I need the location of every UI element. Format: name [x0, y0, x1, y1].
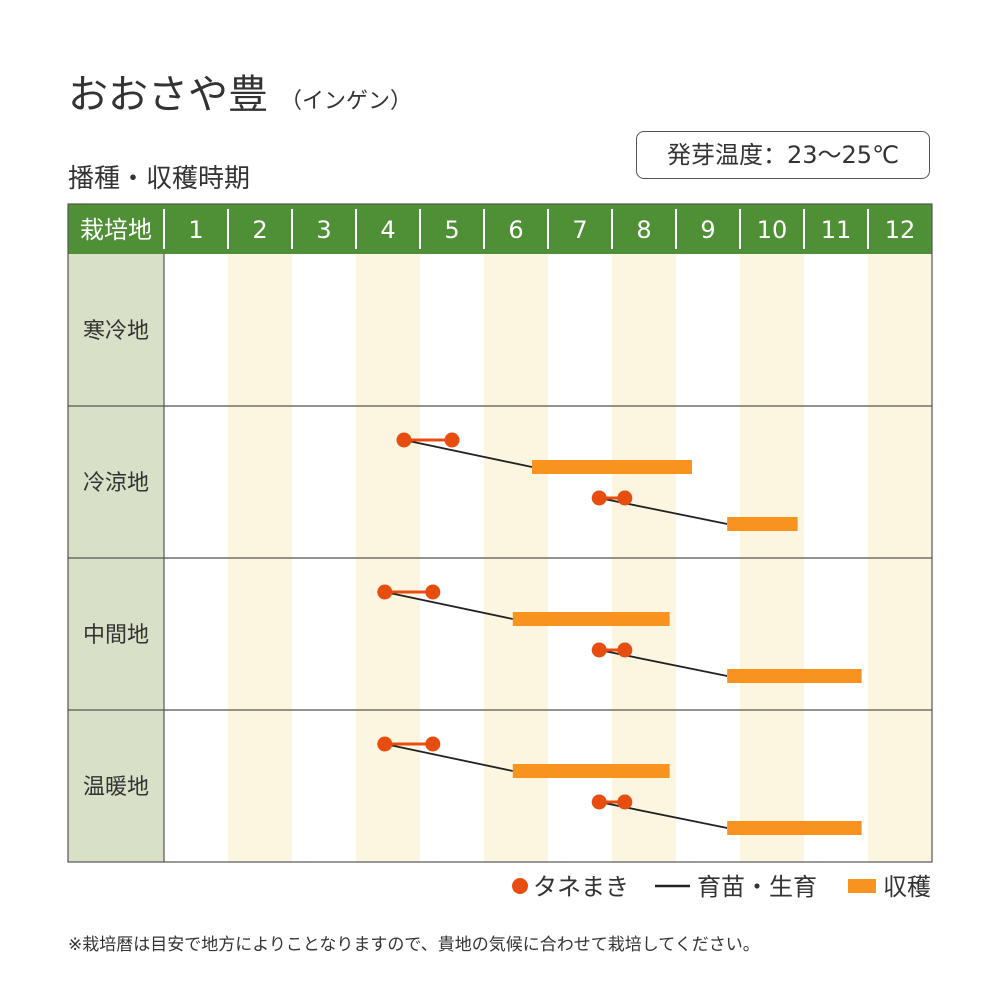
month-label-2: 2: [252, 216, 267, 244]
harvest-bar: [512, 612, 670, 626]
sowing-end-dot: [617, 642, 633, 658]
footnote: ※栽培暦は目安で地方によりことなりますので、貴地の気候に合わせて栽培してください…: [68, 935, 760, 955]
legend-harvest-label: 収穫: [883, 873, 931, 901]
subheading: 播種・収穫時期: [68, 164, 251, 194]
legend-sowing-marker: [512, 878, 528, 894]
sowing-start-dot: [377, 736, 393, 752]
sowing-start-dot: [591, 642, 607, 658]
month-label-10: 10: [757, 216, 788, 244]
germination-temperature-badge: 発芽温度：23～25℃: [636, 131, 930, 179]
harvest-bar: [512, 764, 670, 778]
month-label-3: 3: [316, 216, 331, 244]
title-sub: （インゲン）: [280, 89, 413, 114]
growth-line: [384, 591, 513, 620]
growth-line: [384, 743, 513, 772]
legend-harvest-marker: [848, 879, 876, 893]
region-label-4: 温暖地: [83, 775, 149, 800]
month-label-8: 8: [636, 216, 651, 244]
sowing-start-dot: [396, 432, 412, 448]
title: おおさや豊 （インゲン）: [68, 62, 412, 120]
growth-line: [403, 439, 533, 468]
header-bar: [68, 204, 932, 254]
month-label-12: 12: [885, 216, 916, 244]
month-label-6: 6: [508, 216, 523, 244]
harvest-bar: [532, 460, 692, 474]
header-label: 栽培地: [80, 216, 152, 244]
sowing-start-dot: [591, 794, 607, 810]
sowing-start-dot: [377, 584, 393, 600]
sowing-start-dot: [591, 490, 607, 506]
region-label-3: 中間地: [83, 623, 149, 648]
sowing-end-dot: [425, 736, 441, 752]
sowing-end-dot: [425, 584, 441, 600]
chart-border: [67, 203, 933, 863]
region-label-2: 冷涼地: [83, 471, 149, 496]
month-label-9: 9: [700, 216, 715, 244]
title-main: おおさや豊: [68, 72, 268, 118]
month-label-7: 7: [572, 216, 587, 244]
harvest-bar: [727, 669, 862, 683]
harvest-bar: [727, 517, 798, 531]
month-label-4: 4: [380, 216, 395, 244]
month-label-5: 5: [444, 216, 459, 244]
legend-sowing-label: タネまき: [533, 873, 629, 901]
sowing-end-dot: [617, 794, 633, 810]
sowing-end-dot: [444, 432, 460, 448]
month-label-1: 1: [188, 216, 203, 244]
region-label-1: 寒冷地: [83, 319, 149, 344]
sowing-end-dot: [617, 490, 633, 506]
harvest-bar: [727, 821, 862, 835]
month-label-11: 11: [821, 216, 852, 244]
legend-nursery-label: 育苗・生育: [697, 873, 817, 901]
